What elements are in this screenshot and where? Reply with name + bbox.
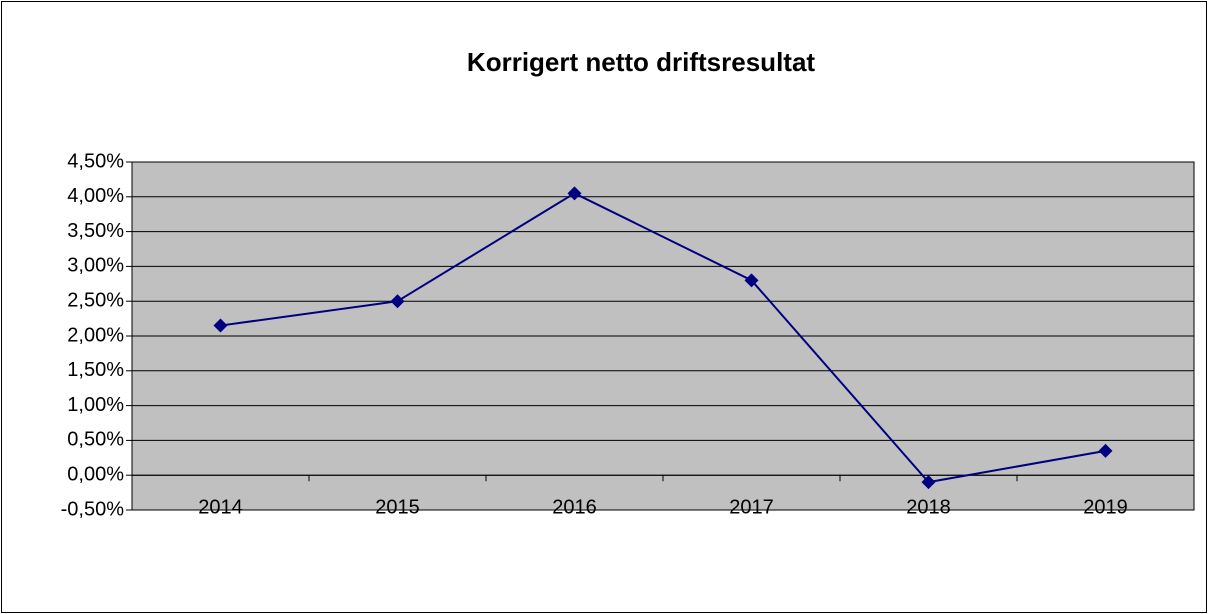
x-tick-label: 2017 [729, 496, 774, 518]
x-tick-label: 2016 [552, 496, 597, 518]
data-point [213, 318, 228, 333]
data-point [1098, 443, 1113, 458]
y-tick-label: 3,00% [67, 255, 124, 277]
x-tick-label: 2019 [1083, 496, 1128, 518]
data-line [220, 192, 1106, 484]
y-tick-label: 0,00% [67, 463, 124, 485]
x-tick-label: 2018 [906, 496, 951, 518]
x-tick-label: 2014 [198, 496, 243, 518]
y-tick-label: 1,50% [67, 359, 124, 381]
y-tick-label: 4,50% [67, 150, 124, 172]
y-tick-label: 4,00% [67, 185, 124, 207]
data-point [921, 475, 936, 490]
data-point [744, 273, 759, 288]
data-point [567, 186, 582, 201]
y-tick-label: 2,50% [67, 289, 124, 311]
data-point [390, 294, 405, 309]
y-tick-label: 3,50% [67, 220, 124, 242]
y-tick-label: 1,00% [67, 394, 124, 416]
y-tick-label: 0,50% [67, 429, 124, 451]
chart-title: Korrigert netto driftsresultat [467, 47, 815, 77]
y-tick-label: -0,50% [61, 498, 125, 520]
x-tick-label: 2015 [375, 496, 420, 518]
y-tick-label: 2,00% [67, 324, 124, 346]
